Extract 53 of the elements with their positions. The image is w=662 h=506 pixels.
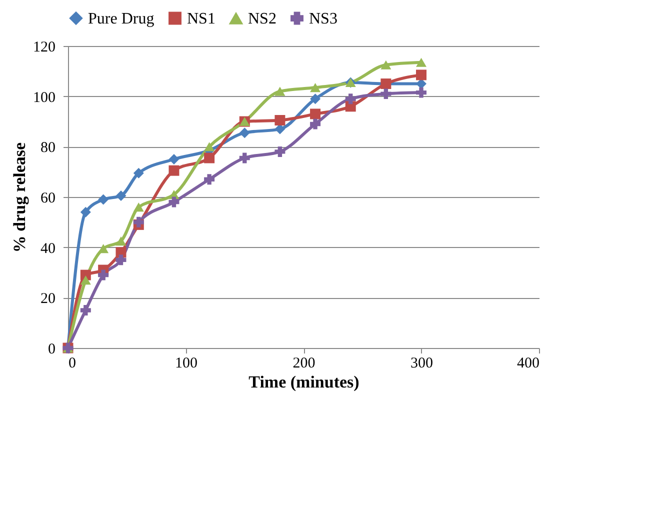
point — [380, 60, 392, 70]
x-tick-label: 200 — [292, 356, 316, 372]
point — [274, 115, 286, 126]
point — [274, 124, 286, 134]
x-tick-label: 400 — [517, 356, 540, 372]
point — [80, 206, 91, 218]
point — [310, 118, 321, 130]
y-axis-title: % drug release — [10, 142, 29, 253]
point — [274, 86, 286, 96]
point — [310, 94, 321, 104]
y-tick-label: 120 — [33, 40, 56, 56]
point — [168, 196, 180, 208]
point — [239, 152, 250, 164]
point — [133, 168, 144, 178]
legend-label: Pure Drug — [88, 10, 154, 28]
point — [416, 58, 426, 67]
y-tick-label: 100 — [33, 90, 56, 106]
point — [133, 216, 144, 228]
point — [116, 190, 126, 201]
point — [380, 88, 392, 100]
point — [98, 194, 109, 205]
point — [416, 70, 426, 80]
x-tick-label: 300 — [410, 356, 433, 372]
point — [80, 305, 91, 316]
y-tick-label: 20 — [40, 291, 56, 308]
point — [204, 142, 215, 152]
y-tick-label: 40 — [40, 240, 56, 257]
point — [116, 236, 126, 246]
point — [80, 276, 91, 285]
point — [204, 152, 215, 164]
legend-label: NS1 — [187, 10, 216, 28]
point — [204, 174, 215, 185]
point — [310, 82, 321, 92]
point — [345, 94, 356, 104]
point — [98, 270, 109, 280]
y-tick-label: 80 — [40, 140, 56, 156]
point — [416, 87, 426, 98]
point — [239, 128, 250, 138]
legend-label: NS2 — [248, 10, 276, 28]
point — [168, 165, 180, 176]
y-tick-label: 60 — [40, 190, 56, 206]
x-axis-title: Time (minutes) — [248, 372, 360, 392]
point — [274, 146, 286, 157]
point — [168, 154, 180, 164]
point — [98, 244, 109, 254]
y-tick-label: 0 — [48, 342, 56, 358]
point — [133, 202, 144, 212]
point — [416, 78, 426, 89]
x-tick-label: 0 — [68, 356, 76, 372]
point — [310, 108, 321, 120]
point — [116, 254, 126, 266]
x-tick-label: 100 — [175, 356, 198, 372]
legend-label: NS3 — [309, 10, 338, 28]
